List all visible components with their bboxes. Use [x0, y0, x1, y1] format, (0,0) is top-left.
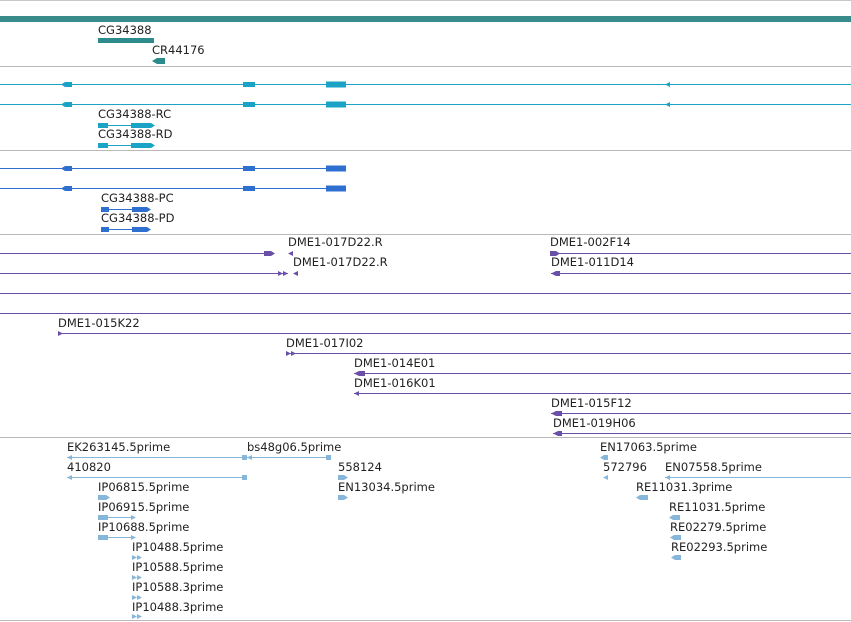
protein-wide-row[interactable] [0, 185, 346, 192]
clone-feature[interactable]: DME1-015F12 [551, 396, 851, 416]
clone-end-label: DME1-017D22.R [293, 255, 388, 269]
gene-label: CG34388 [98, 23, 152, 37]
clone-end-label: DME1-017D22.R [288, 235, 383, 249]
est-label: EN07558.5prime [665, 460, 762, 474]
gene-feature[interactable]: CG34388 [98, 23, 154, 43]
protein-label: CG34388-PC [101, 191, 174, 205]
clone-end-feature[interactable] [0, 251, 275, 256]
protein-label: CG34388-PD [101, 211, 175, 225]
est-label: 410820 [67, 460, 111, 474]
clone-end-feature[interactable]: DME1-017D22.R [288, 235, 383, 256]
est-label: EN17063.5prime [600, 440, 697, 454]
clone-end-feature[interactable]: DME1-002F14 [550, 235, 851, 256]
est-feature[interactable]: EN13034.5prime [338, 480, 435, 500]
clone-label: DME1-014E01 [354, 356, 435, 370]
est-label: IP06915.5prime [98, 500, 189, 514]
est-label: RE02293.5prime [671, 540, 767, 554]
est-feature[interactable]: EN17063.5prime [600, 440, 697, 460]
gene-glyph[interactable] [152, 58, 165, 64]
est-label: RE11031.5prime [669, 500, 765, 514]
clone-label: DME1-015K22 [58, 316, 140, 330]
protein-wide-row[interactable] [0, 165, 346, 172]
est-feature[interactable]: RE02293.5prime [671, 540, 767, 560]
est-feature[interactable]: 410820 [67, 460, 247, 480]
clone-label: DME1-016K01 [354, 376, 436, 390]
transcript-label: CG34388-RC [98, 107, 171, 121]
est-label: EK263145.5prime [67, 440, 170, 454]
gene-label: CR44176 [152, 43, 205, 57]
transcript-feature[interactable]: CG34388-RD [98, 127, 173, 148]
est-feature[interactable]: RE11031.3prime [636, 480, 732, 500]
est-feature[interactable]: RE02279.5prime [670, 520, 766, 540]
est-feature[interactable]: EK263145.5prime [67, 440, 247, 460]
clone-end-label: DME1-011D14 [551, 255, 634, 269]
clone-end-feature[interactable] [0, 271, 288, 276]
est-feature[interactable]: bs48g06.5prime [247, 440, 341, 460]
est-feature[interactable]: IP10488.3prime [132, 600, 223, 619]
est-label: IP06815.5prime [98, 480, 189, 494]
gene-glyph[interactable] [98, 38, 154, 43]
clone-end-label: DME1-002F14 [550, 235, 631, 249]
transcript-wide-row[interactable] [0, 81, 851, 88]
est-label: 572796 [603, 460, 647, 474]
clone-label: DME1-017I02 [286, 336, 364, 350]
est-label: IP10588.3prime [132, 580, 223, 594]
genome-overview-bar [0, 16, 851, 22]
gene-feature[interactable]: CR44176 [152, 43, 205, 64]
est-feature[interactable]: IP10588.5prime [132, 560, 223, 580]
est-feature[interactable]: IP10688.5prime [98, 520, 189, 540]
track-dividers [0, 66, 851, 621]
est-label: RE11031.3prime [636, 480, 732, 494]
est-feature[interactable]: RE11031.5prime [669, 500, 765, 520]
clone-end-feature[interactable]: DME1-011D14 [551, 255, 851, 276]
clone-feature[interactable]: DME1-015K22 [58, 316, 851, 336]
est-label: RE02279.5prime [670, 520, 766, 534]
est-label: EN13034.5prime [338, 480, 435, 494]
est-feature[interactable]: IP10488.5prime [132, 540, 223, 560]
transcript-feature[interactable]: CG34388-RC [98, 107, 171, 128]
est-feature[interactable]: IP10588.3prime [132, 580, 223, 600]
est-label: IP10588.5prime [132, 560, 223, 574]
est-feature[interactable]: IP06815.5prime [98, 480, 189, 500]
protein-feature[interactable]: CG34388-PC [101, 191, 174, 212]
est-feature[interactable]: 572796 [603, 460, 647, 480]
est-feature[interactable]: IP06915.5prime [98, 500, 189, 520]
transcript-wide-row[interactable] [0, 101, 851, 108]
est-label: IP10488.3prime [132, 600, 223, 614]
transcript-label: CG34388-RD [98, 127, 173, 141]
clone-feature[interactable]: DME1-019H06 [553, 416, 851, 436]
est-label: IP10688.5prime [98, 520, 189, 534]
clone-end-feature[interactable]: DME1-017D22.R [293, 255, 388, 276]
clone-feature[interactable]: DME1-016K01 [354, 376, 851, 396]
clone-feature[interactable]: DME1-014E01 [354, 356, 851, 376]
clone-label: DME1-019H06 [553, 416, 636, 430]
protein-feature[interactable]: CG34388-PD [101, 211, 175, 232]
clone-label: DME1-015F12 [551, 396, 632, 410]
est-feature[interactable]: EN07558.5prime [665, 460, 851, 480]
est-feature[interactable]: 558124 [338, 460, 382, 480]
est-label: bs48g06.5prime [247, 440, 341, 454]
est-label: IP10488.5prime [132, 540, 223, 554]
est-label: 558124 [338, 460, 382, 474]
clone-feature[interactable]: DME1-017I02 [286, 336, 851, 356]
